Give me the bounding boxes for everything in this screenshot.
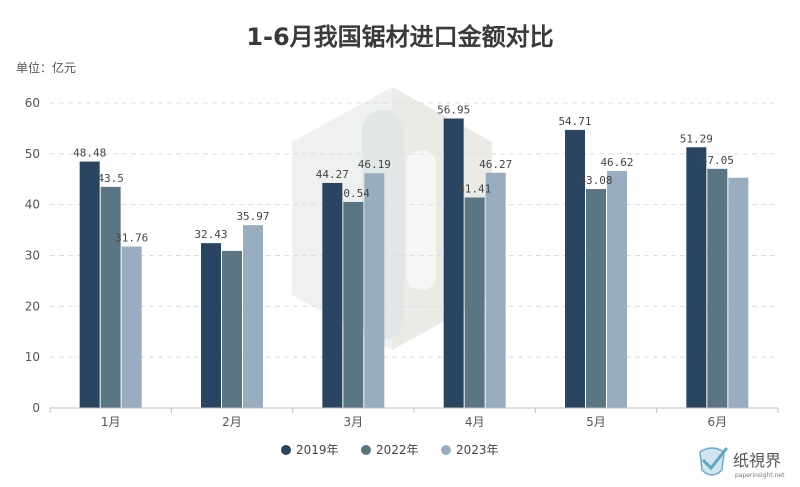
data-label: 35.97 <box>236 210 269 223</box>
data-label: 47.05 <box>701 154 734 167</box>
y-tick-label: 20 <box>25 299 40 313</box>
bar-2023年-4月 <box>485 172 506 408</box>
bar-2023年-6月 <box>728 177 749 408</box>
x-tick-label: 4月 <box>465 415 485 429</box>
bar-2022年-3月 <box>343 201 364 408</box>
legend-marker <box>361 445 371 455</box>
bar-2023年-2月 <box>243 225 263 408</box>
bars <box>79 118 749 409</box>
data-label: 32.43 <box>194 228 227 241</box>
chart-title: 1-6月我国锯材进口金额对比 <box>246 23 553 51</box>
grid-lines <box>50 102 778 358</box>
y-tick-label: 10 <box>25 350 40 364</box>
x-tick-label: 2月 <box>222 415 242 429</box>
data-label: 46.19 <box>358 158 391 171</box>
data-label: 51.29 <box>680 132 713 145</box>
legend-label: 2022年 <box>376 443 419 457</box>
bar-2019年-2月 <box>201 243 221 408</box>
y-axis-ticks: 0 10 20 30 40 50 60 <box>25 96 40 415</box>
bar-2019年-4月 <box>443 118 464 409</box>
y-tick-label: 0 <box>32 401 40 415</box>
x-tick-label: 1月 <box>101 415 121 429</box>
x-tick-label: 5月 <box>586 415 606 429</box>
data-label: 56.95 <box>437 104 470 117</box>
data-label: 54.71 <box>558 115 591 128</box>
data-label: 31.76 <box>115 232 148 245</box>
brand-url: paperinsight.net <box>735 472 785 479</box>
legend-label: 2019年 <box>296 443 339 457</box>
data-label: 43.08 <box>579 174 612 187</box>
legend: 2019年 2022年 2023年 <box>281 443 499 457</box>
data-label: 46.27 <box>479 158 512 171</box>
bar-2019年-1月 <box>79 161 100 408</box>
y-tick-label: 60 <box>25 96 40 110</box>
bar-2023年-1月 <box>121 246 142 408</box>
data-label: 41.41 <box>458 182 491 195</box>
legend-marker <box>441 445 451 455</box>
legend-marker <box>281 445 291 455</box>
data-label: 40.54 <box>337 187 370 200</box>
bar-2023年-5月 <box>607 171 627 408</box>
data-label: 43.5 <box>97 172 124 185</box>
data-label: 46.62 <box>600 156 633 169</box>
bar-2022年-6月 <box>707 168 728 408</box>
unit-label: 单位：亿元 <box>16 60 76 75</box>
x-tick-label: 3月 <box>344 415 364 429</box>
legend-label: 2023年 <box>456 443 499 457</box>
bar-2022年-5月 <box>586 189 606 408</box>
bar-2022年-2月 <box>222 250 242 408</box>
bar-2022年-1月 <box>100 186 121 408</box>
bar-2019年-6月 <box>686 147 707 409</box>
data-label: 44.27 <box>316 168 349 181</box>
y-tick-label: 50 <box>25 147 40 161</box>
x-tick-label: 6月 <box>708 415 728 429</box>
bar-2022年-4月 <box>464 197 485 408</box>
bar-2019年-5月 <box>565 129 585 408</box>
check-shield-icon <box>699 447 728 476</box>
y-tick-label: 30 <box>25 249 40 263</box>
value-labels: 48.48 43.5 31.76 32.43 35.97 44.27 40.54 46.19 5… <box>73 104 734 245</box>
data-label: 48.48 <box>73 147 106 160</box>
brand-name: 纸視界 <box>733 451 781 470</box>
bar-2019年-3月 <box>322 182 343 408</box>
y-tick-label: 40 <box>25 198 40 212</box>
brand-logo: 纸視界 paperinsight.net <box>699 447 785 479</box>
x-axis-ticks: 1月 2月 3月 4月 5月 6月 <box>49 408 779 429</box>
bar-2023年-3月 <box>364 173 385 408</box>
